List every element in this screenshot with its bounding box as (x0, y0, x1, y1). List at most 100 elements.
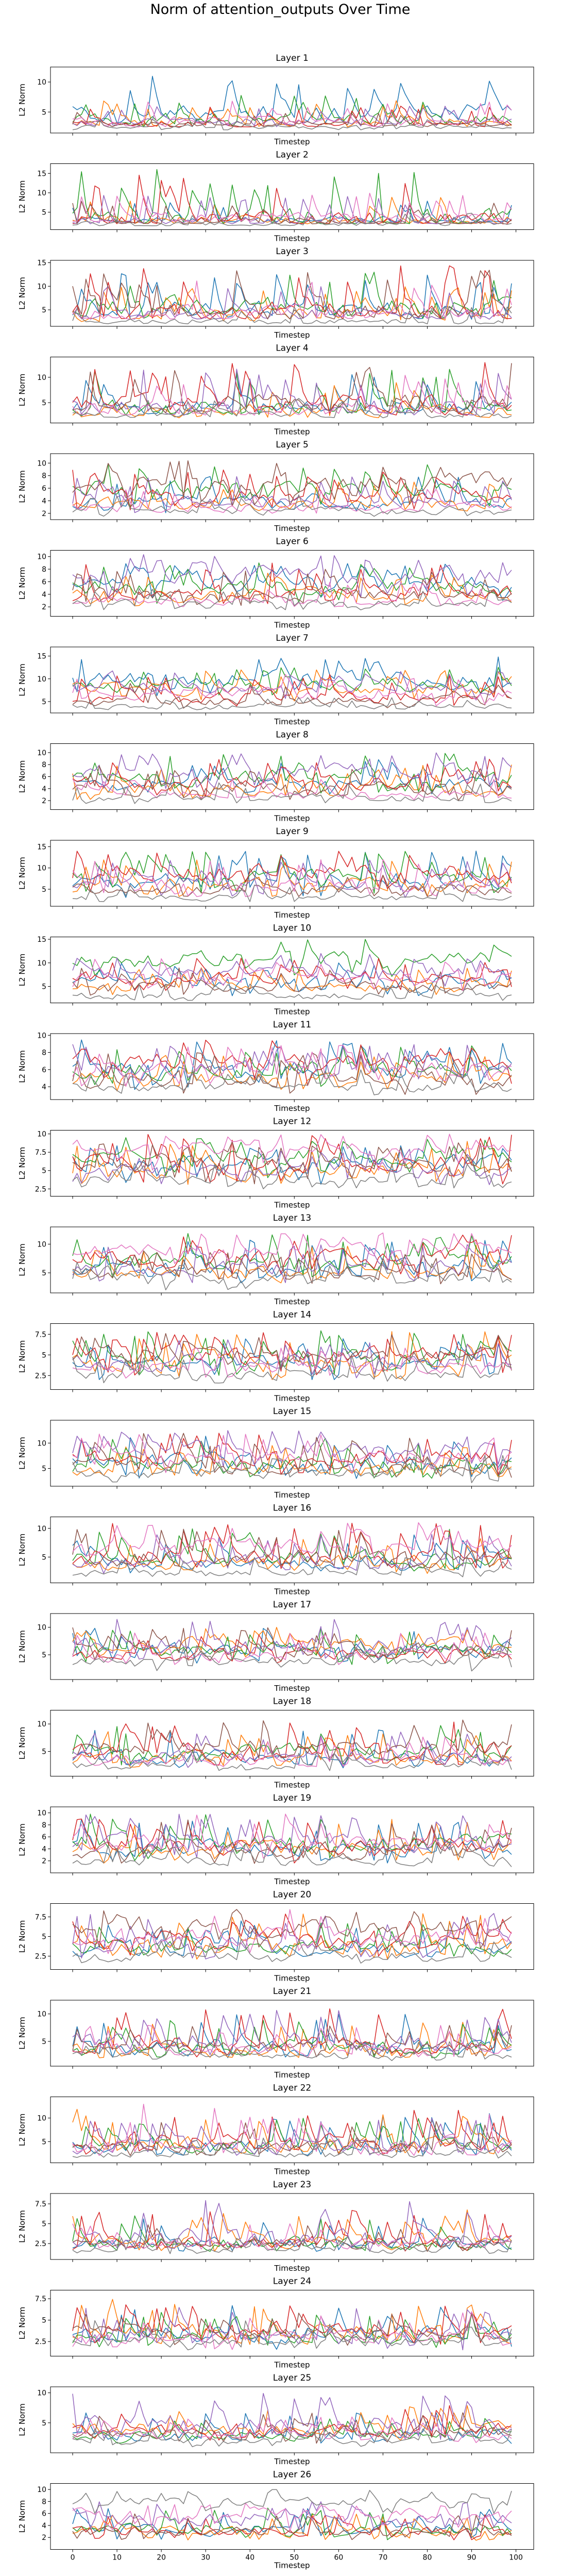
layer-7-xlabel: Timestep (274, 717, 310, 726)
layer-19-series-3 (72, 1814, 512, 1862)
layer-26-series (72, 2489, 512, 2541)
layer-18-series-3 (72, 1725, 512, 1766)
layer-22-series-6 (72, 2121, 512, 2156)
layer-26-series-5 (72, 2501, 512, 2532)
layer-8-ytick-label: 2 (42, 797, 46, 805)
layer-3-series-4 (72, 265, 512, 320)
layer-25-series-6 (72, 2412, 512, 2444)
layer-16-frame (50, 1517, 534, 1583)
layer-14-ytick-label: 7.5 (35, 1331, 46, 1339)
layer-3-series-3 (72, 272, 512, 319)
layer-15-title: Layer 15 (273, 1406, 311, 1417)
layer-1-ytick-label: 5 (42, 108, 46, 117)
layer-14-ylabel: L2 Norm (18, 1340, 27, 1373)
layer-18-series-4 (72, 1721, 512, 1766)
layer-11-ytick-label: 8 (42, 1049, 46, 1057)
layer-1-series-7 (72, 101, 512, 127)
layer-2-ylabel: L2 Norm (18, 180, 27, 213)
layer-13-ytick-label: 5 (42, 1269, 46, 1277)
xtick-label: 20 (157, 2554, 166, 2562)
layer-15-series-5 (72, 1430, 512, 1468)
layer-5-axes: Layer 5 2 4 6 8 10 Timestep L2 Norm (18, 440, 534, 533)
layer-11-frame (50, 1033, 534, 1100)
layer-9-series (72, 851, 512, 902)
layer-2-ytick-label: 5 (42, 209, 46, 217)
layer-12-title: Layer 12 (273, 1117, 311, 1127)
layer-8-xlabel: Timestep (274, 814, 310, 823)
layer-6-ylabel: L2 Norm (18, 567, 27, 600)
layer-20-ylabel: L2 Norm (18, 1920, 27, 1953)
layer-25-series-7 (72, 2416, 512, 2444)
layer-21-ytick-label: 5 (42, 2038, 46, 2046)
layer-16-series-6 (72, 1528, 512, 1568)
layer-25-ytick-label: 5 (42, 2419, 46, 2428)
xtick-label: 90 (467, 2554, 477, 2562)
layer-21-series-7 (72, 2025, 512, 2058)
layer-19-series (72, 1814, 512, 1867)
layer-1-series (72, 76, 512, 130)
layer-6-series-5 (72, 554, 512, 599)
layer-23-frame (50, 2193, 534, 2260)
layer-19-ytick-label: 6 (42, 1833, 46, 1841)
layer-14-ytick-label: 5 (42, 1351, 46, 1359)
layer-3-ytick-label: 10 (37, 282, 46, 291)
layer-14-title: Layer 14 (273, 1310, 311, 1320)
layer-14-series-8 (72, 1355, 512, 1384)
layer-22-series (72, 2104, 512, 2158)
layer-13-series-7 (72, 1232, 512, 1266)
layer-20-ytick-label: 7.5 (35, 1913, 46, 1921)
layer-22-frame (50, 2097, 534, 2163)
layer-9-series-4 (72, 851, 512, 892)
layer-3-series-7 (72, 280, 512, 320)
layer-3-ytick-label: 15 (37, 259, 46, 268)
layer-12-series-1 (72, 1145, 512, 1185)
layer-4-xlabel: Timestep (274, 427, 310, 437)
layer-26-xlabel: Timestep (274, 2561, 310, 2570)
layer-24-ylabel: L2 Norm (18, 2307, 27, 2340)
layer-2-xlabel: Timestep (274, 234, 310, 243)
layer-19-series-4 (72, 1818, 512, 1864)
layer-10-series-6 (72, 967, 512, 996)
layer-7-ylabel: L2 Norm (18, 663, 27, 696)
layer-2-series-5 (72, 195, 512, 224)
layer-24-series (72, 2299, 512, 2351)
layer-23-series (72, 2200, 512, 2254)
layer-5-series-6 (72, 460, 512, 507)
layer-8-ylabel: L2 Norm (18, 760, 27, 793)
layer-7-series-6 (72, 683, 512, 709)
layer-24-series-6 (72, 2313, 512, 2346)
layer-19-ytick-label: 2 (42, 1857, 46, 1866)
layer-16-series-8 (72, 1556, 512, 1577)
layer-19-ylabel: L2 Norm (18, 1823, 27, 1856)
layer-17-series (72, 1619, 512, 1672)
layer-24-ytick-label: 5 (42, 2317, 46, 2325)
layer-17-frame (50, 1613, 534, 1680)
layer-2-series-7 (72, 192, 512, 223)
layer-18-series-6 (72, 1719, 512, 1761)
xtick-label: 60 (334, 2554, 343, 2562)
layer-8-series-7 (72, 777, 512, 801)
layer-20-series-7 (72, 1909, 512, 1954)
layer-7-ytick-label: 5 (42, 698, 46, 706)
layer-3-frame (50, 260, 534, 327)
layer-1-xlabel: Timestep (274, 137, 310, 146)
layer-17-xlabel: Timestep (274, 1684, 310, 1693)
layer-16-ylabel: L2 Norm (18, 1534, 27, 1567)
layer-14-series-4 (72, 1332, 512, 1376)
layer-26-ytick-label: 6 (42, 2510, 46, 2518)
layer-13-series-2 (72, 1244, 512, 1284)
layer-7-title: Layer 7 (276, 633, 309, 643)
layer-24-axes: Layer 24 2.5 5 7.5 Timestep L2 Norm (18, 2276, 534, 2370)
layer-4-title: Layer 4 (276, 343, 309, 354)
layer-5-xlabel: Timestep (274, 524, 310, 533)
layer-4-frame (50, 357, 534, 423)
layer-3-ylabel: L2 Norm (18, 277, 27, 310)
xtick-label: 50 (290, 2554, 299, 2562)
layer-17-series-7 (72, 1632, 512, 1665)
layer-23-ylabel: L2 Norm (18, 2210, 27, 2243)
layer-21-axes: Layer 21 5 10 Timestep L2 Norm (18, 1986, 534, 2080)
xtick-label: 10 (112, 2554, 122, 2562)
layer-11-series-8 (72, 1069, 512, 1095)
layer-20-series-8 (72, 1938, 512, 1964)
layer-17-series-8 (72, 1644, 512, 1672)
